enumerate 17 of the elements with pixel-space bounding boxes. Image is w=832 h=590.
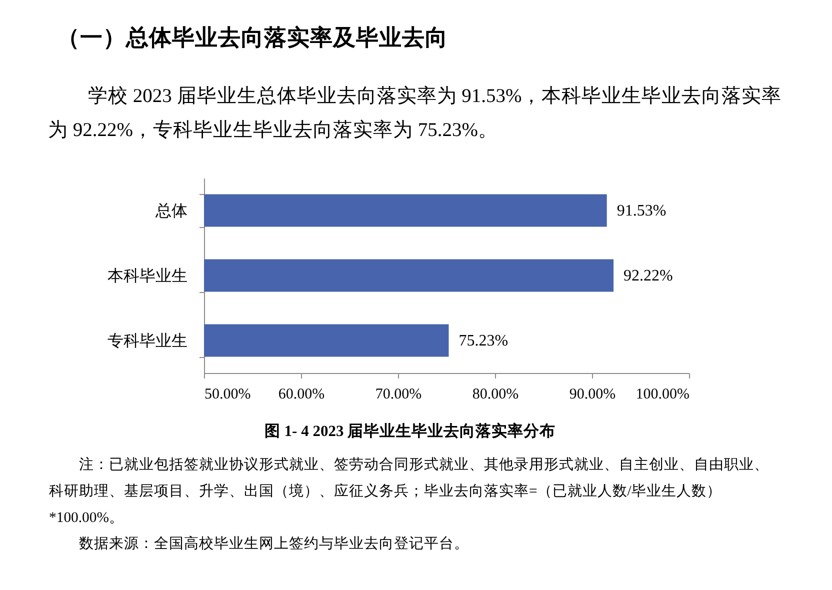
text: 注：已就业包括签就业协议形式就业、签劳动合同形式就业、其他录用形式就业、自主创业、自由职业、科研助理、基层项目、升学、出国（境）、应征义务兵；毕业去向落实率=（已就业人数/毕业生人数）*100.00%。 (49, 456, 769, 526)
x-tick-label: 80.00% (472, 386, 519, 402)
source-note: 数据来源：全国高校毕业生网上签约与毕业去向登记平台。 (79, 535, 469, 552)
y-tick-label: 专科毕业生 (108, 332, 188, 350)
data-label: 92.22% (624, 268, 673, 284)
data-label: 91.53% (616, 202, 666, 220)
caption: 图 1- 4 2023 届毕业生毕业去向落实率分布 (264, 422, 556, 440)
chart-subtitle: 学校 2023 届毕业生总体毕业去向落实率为 91.53%，本科毕业生毕业去向落实率为 92.22%，专科毕业生毕业去向落实率为 75.23%。 (48, 85, 782, 141)
x-tick-label: 90.00% (569, 386, 616, 402)
data-label: 75.23% (458, 332, 508, 350)
y-tick-label: 本科毕业生 (108, 267, 188, 285)
y-tick-label: 总体 (154, 202, 188, 220)
x-tick-label: 60.00% (278, 386, 325, 402)
x-tick-label: 70.00% (375, 386, 422, 402)
chart-title: （一）总体毕业去向落实率及毕业去向 (57, 24, 448, 50)
x-tick-label: 100.00% (636, 386, 690, 402)
x-tick-label: 50.00% (204, 386, 251, 402)
